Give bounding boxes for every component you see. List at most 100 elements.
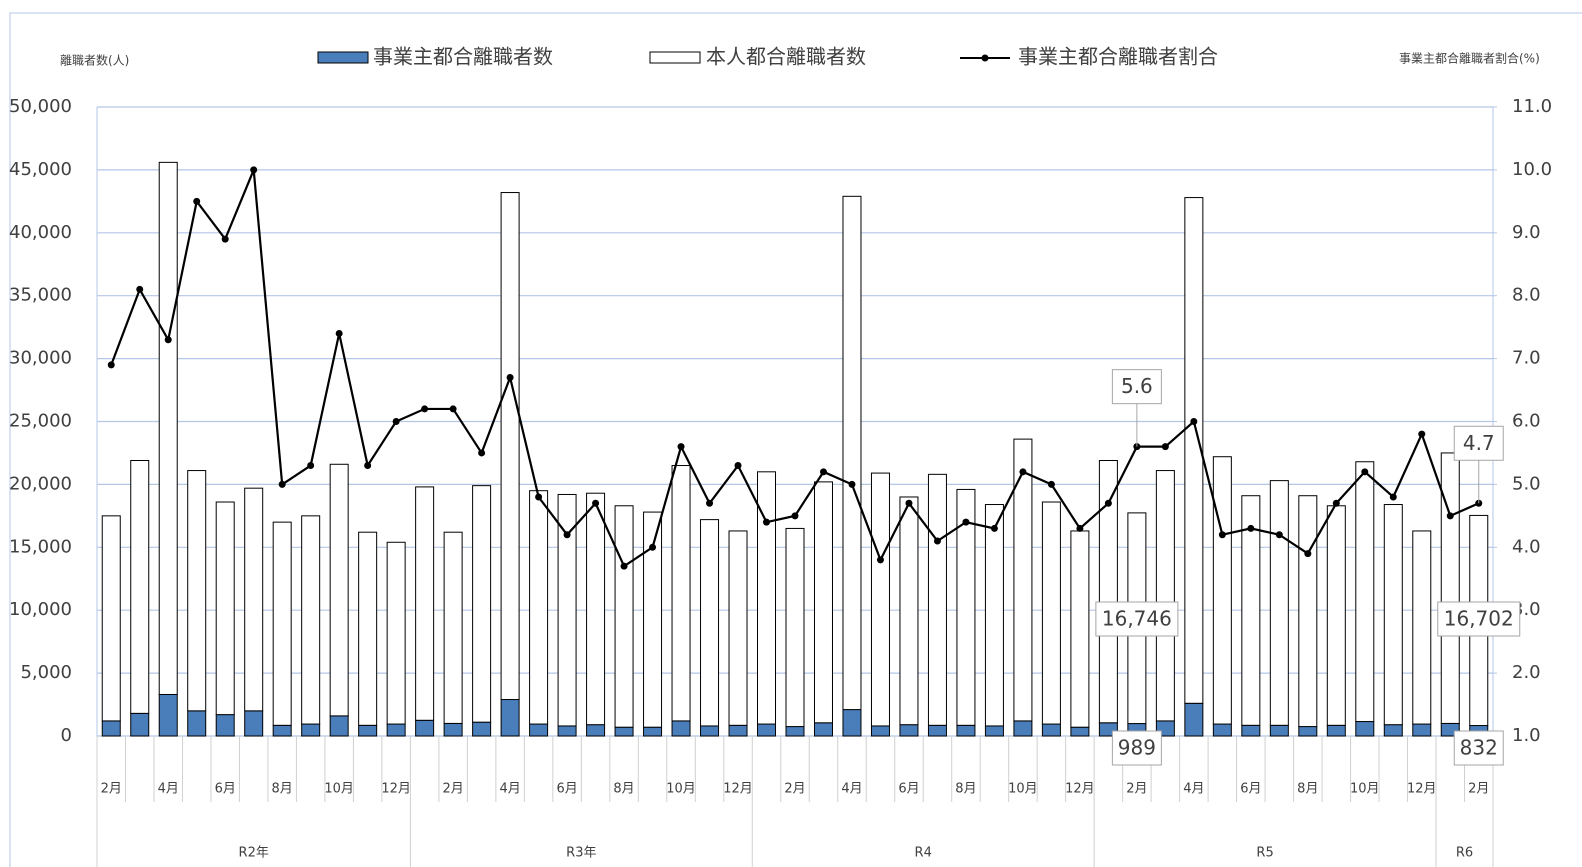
x-tick-label: 4月 bbox=[1183, 782, 1204, 797]
line-point bbox=[335, 329, 343, 337]
data-label: 832 bbox=[1460, 736, 1498, 760]
line-point bbox=[136, 285, 144, 293]
bar bbox=[472, 721, 492, 737]
y-tick-label: 30,000 bbox=[9, 348, 72, 369]
bar bbox=[1326, 505, 1346, 726]
y-tick-label: 15,000 bbox=[9, 536, 72, 557]
bar bbox=[557, 493, 577, 727]
bar bbox=[842, 709, 862, 737]
bar bbox=[586, 492, 606, 726]
bar bbox=[1212, 723, 1232, 737]
x-tick-label: 10月 bbox=[1008, 782, 1038, 797]
bar bbox=[1013, 720, 1033, 737]
bar bbox=[443, 722, 463, 737]
line-point bbox=[278, 480, 286, 488]
data-label-box bbox=[1111, 369, 1162, 405]
y2-tick-label: 11.0 bbox=[1512, 96, 1552, 117]
bar bbox=[329, 463, 349, 717]
y-tick-label: 20,000 bbox=[9, 473, 72, 494]
bar bbox=[813, 481, 833, 724]
line-point bbox=[307, 462, 315, 470]
y-tick-label: 50,000 bbox=[9, 96, 72, 117]
data-label: 16,746 bbox=[1102, 607, 1172, 631]
bar bbox=[1298, 726, 1318, 737]
bar bbox=[443, 531, 463, 724]
line-point bbox=[1047, 480, 1055, 488]
y-axis-label: 離職者数(人) bbox=[60, 53, 129, 68]
data-label-box bbox=[1453, 425, 1504, 461]
bar bbox=[870, 472, 890, 727]
x-tick-label: 6月 bbox=[1240, 782, 1261, 797]
line-point bbox=[193, 197, 201, 205]
data-label: 5.6 bbox=[1121, 374, 1153, 398]
line-point bbox=[1418, 430, 1426, 438]
bar bbox=[557, 725, 577, 737]
line-point bbox=[933, 537, 941, 545]
line-point bbox=[1304, 550, 1312, 558]
bar bbox=[187, 470, 207, 712]
year-label: R4 bbox=[915, 846, 932, 861]
bar bbox=[1070, 530, 1090, 728]
x-tick-label: 10月 bbox=[666, 782, 696, 797]
data-label-box bbox=[1111, 730, 1162, 766]
bar bbox=[1440, 452, 1460, 724]
bar bbox=[1269, 480, 1289, 726]
line-point bbox=[620, 562, 628, 570]
line-point bbox=[1332, 499, 1340, 507]
x-tick-label: 2月 bbox=[784, 782, 805, 797]
bar bbox=[1013, 438, 1033, 722]
bar bbox=[614, 505, 634, 728]
x-tick-label: 4月 bbox=[499, 782, 520, 797]
year-label: R2年 bbox=[239, 846, 269, 861]
bar bbox=[899, 496, 919, 726]
x-tick-label: 12月 bbox=[1065, 782, 1095, 797]
bar bbox=[272, 724, 292, 737]
line-point bbox=[649, 543, 657, 551]
x-tick-label: 8月 bbox=[613, 782, 634, 797]
line-point bbox=[990, 524, 998, 532]
bar bbox=[1212, 456, 1232, 725]
bar bbox=[130, 712, 150, 737]
bar bbox=[1155, 470, 1175, 722]
bar bbox=[643, 511, 663, 728]
bar bbox=[842, 195, 862, 711]
line-point bbox=[221, 235, 229, 243]
line-point bbox=[876, 556, 884, 564]
bar bbox=[130, 459, 150, 714]
bar bbox=[1412, 723, 1432, 737]
line-point bbox=[734, 462, 742, 470]
bar bbox=[1326, 724, 1346, 737]
line-point bbox=[107, 361, 115, 369]
bar bbox=[1355, 721, 1375, 737]
data-label-box bbox=[1453, 730, 1504, 766]
bar bbox=[956, 488, 976, 726]
x-tick-label: 6月 bbox=[556, 782, 577, 797]
bar bbox=[728, 724, 748, 737]
y-tick-label: 45,000 bbox=[9, 159, 72, 180]
bar bbox=[927, 473, 947, 726]
bar bbox=[757, 723, 777, 737]
line-point bbox=[449, 405, 457, 413]
legend-swatch bbox=[649, 51, 701, 64]
y2-tick-label: 8.0 bbox=[1512, 285, 1541, 306]
bar bbox=[329, 715, 349, 737]
line-point bbox=[592, 499, 600, 507]
bar bbox=[614, 726, 634, 737]
bar bbox=[215, 501, 235, 716]
line-point bbox=[250, 166, 258, 174]
line-point bbox=[1361, 468, 1369, 476]
data-label-box bbox=[1095, 601, 1179, 637]
bar bbox=[1355, 461, 1375, 723]
data-label-box bbox=[1437, 601, 1521, 637]
line-point bbox=[164, 336, 172, 344]
bar bbox=[1098, 459, 1118, 724]
bar bbox=[1412, 530, 1432, 725]
bar bbox=[187, 710, 207, 737]
bar bbox=[785, 527, 805, 728]
line-point bbox=[962, 518, 970, 526]
line-point bbox=[1161, 443, 1169, 451]
bar bbox=[158, 693, 178, 737]
bar bbox=[728, 530, 748, 726]
year-label: R3年 bbox=[566, 846, 596, 861]
x-tick-label: 12月 bbox=[381, 782, 411, 797]
